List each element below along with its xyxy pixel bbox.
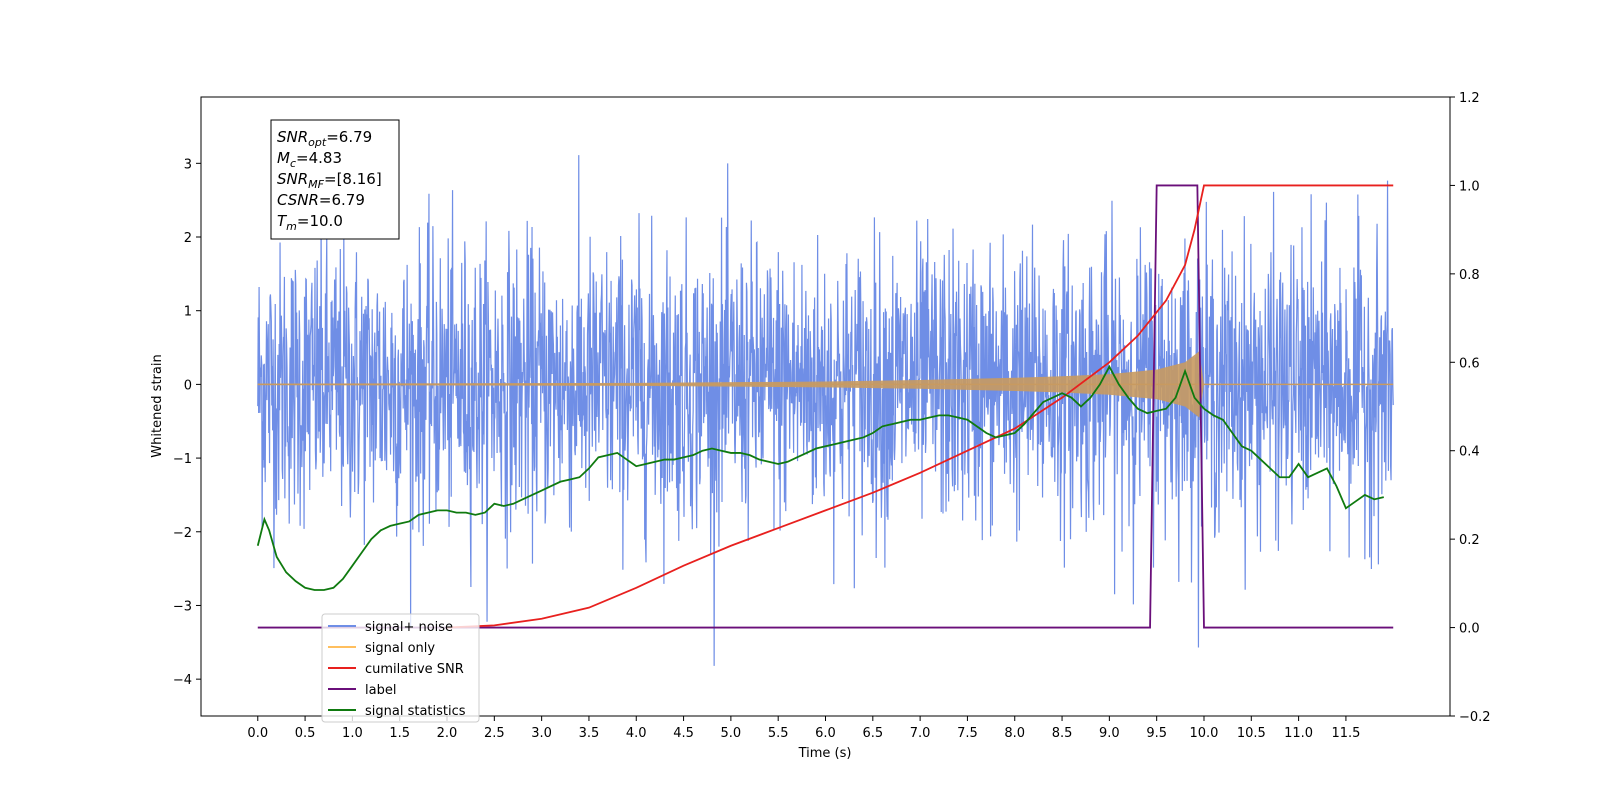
y2-tick-label: 1.2: [1459, 91, 1480, 106]
x-tick-label: 8.5: [1052, 726, 1073, 741]
annotation-value: =6.79: [319, 191, 365, 209]
annotation-symbol: M: [277, 149, 290, 167]
annotation-value: =6.79: [326, 128, 372, 146]
y-tick-label: 1: [184, 305, 192, 320]
x-tick-label: 11.5: [1331, 726, 1360, 741]
annotation-line: SNRMF=[8.16]: [277, 170, 382, 191]
x-tick-label: 9.5: [1146, 726, 1167, 741]
series-label: [257, 184, 1394, 629]
annotation-line: Mc=4.83: [277, 149, 342, 170]
x-tick-label: 3.5: [579, 726, 600, 741]
y2-tick-label: 0.0: [1459, 622, 1480, 637]
y-tick-label: 3: [184, 157, 192, 172]
x-axis-title: Time (s): [798, 746, 852, 761]
x-tick-label: 9.0: [1099, 726, 1120, 741]
annotation-value: =10.0: [297, 212, 343, 230]
x-tick-label: 6.0: [815, 726, 836, 741]
series-signal-noise: [257, 155, 1394, 666]
annotation-frame: [270, 119, 400, 240]
x-tick-label: 0.0: [247, 726, 268, 741]
annotation-subscript: MF: [308, 178, 324, 191]
legend-label: signal only: [365, 641, 435, 656]
y-axis-right: −0.2 0.0 0.2 0.4 0.6 0.8 1.0 1.2: [1450, 91, 1491, 725]
legend-frame: [321, 613, 480, 723]
y-tick-label: 0: [184, 378, 192, 393]
x-tick-label: 2.0: [437, 726, 458, 741]
annotation-value: =[8.16]: [324, 170, 382, 188]
x-tick-label: 10.0: [1190, 726, 1219, 741]
annotation-subscript: c: [290, 157, 296, 170]
y-tick-label: 2: [184, 231, 192, 246]
y2-tick-label: 0.8: [1459, 268, 1480, 283]
x-tick-label: 0.5: [295, 726, 316, 741]
annotation-line: Tm=10.0: [277, 212, 343, 233]
legend-label: label: [365, 683, 396, 698]
plot-area: [256, 155, 1394, 666]
x-tick-label: 1.5: [389, 726, 410, 741]
y-tick-label: −1: [173, 452, 192, 467]
x-tick-label: 5.5: [768, 726, 789, 741]
x-tick-label: 5.0: [721, 726, 742, 741]
x-tick-label: 4.5: [673, 726, 694, 741]
x-tick-label: 3.0: [531, 726, 552, 741]
x-tick-label: 7.0: [910, 726, 931, 741]
annotation-subscript: opt: [308, 136, 327, 149]
x-tick-label: 2.5: [484, 726, 505, 741]
x-tick-label: 8.0: [1004, 726, 1025, 741]
annotation-symbol: T: [277, 212, 288, 230]
series-signal-statistics: [256, 364, 1384, 591]
y2-tick-label: −0.2: [1459, 710, 1491, 725]
annotation-line: CSNR=6.79: [277, 191, 365, 209]
x-tick-label: 11.0: [1284, 726, 1313, 741]
legend: signal+ noise signal only cumilative SNR la…: [321, 613, 480, 723]
y2-tick-label: 1.0: [1459, 179, 1480, 194]
y-tick-label: −2: [173, 526, 192, 541]
x-tick-label: 6.5: [862, 726, 883, 741]
annotation-symbol: CSNR: [277, 191, 319, 209]
annotation-value: =4.83: [296, 149, 342, 167]
annotation-symbol: SNR: [277, 170, 308, 188]
y2-tick-label: 0.2: [1459, 533, 1480, 548]
x-tick-label: 4.0: [626, 726, 647, 741]
y-axis-left: −4 −3 −2 −1 0 1 2 3: [173, 157, 201, 688]
annotation-line: SNRopt=6.79: [277, 128, 372, 149]
x-tick-label: 7.5: [957, 726, 978, 741]
parameter-annotation-box: SNRopt=6.79Mc=4.83SNRMF=[8.16]CSNR=6.79T…: [270, 119, 400, 240]
legend-label: signal statistics: [365, 704, 466, 719]
x-tick-label: 10.5: [1237, 726, 1266, 741]
legend-label: signal+ noise: [365, 620, 453, 635]
legend-label: cumilative SNR: [365, 662, 464, 677]
y2-tick-label: 0.6: [1459, 356, 1480, 371]
y2-tick-label: 0.4: [1459, 445, 1480, 460]
y-tick-label: −3: [173, 599, 192, 614]
x-tick-label: 1.0: [342, 726, 363, 741]
y-tick-label: −4: [173, 673, 192, 688]
y-axis-title: Whitened strain: [150, 354, 165, 457]
annotation-subscript: m: [286, 220, 297, 233]
x-axis: 0.0 0.5 1.0 1.5 2.0 2.5 3.0 3.5 4.0 4.5 5.0 5.5 6.0 6…: [247, 716, 1360, 741]
annotation-symbol: SNR: [277, 128, 308, 146]
series-cumulative-snr: [446, 184, 1394, 629]
